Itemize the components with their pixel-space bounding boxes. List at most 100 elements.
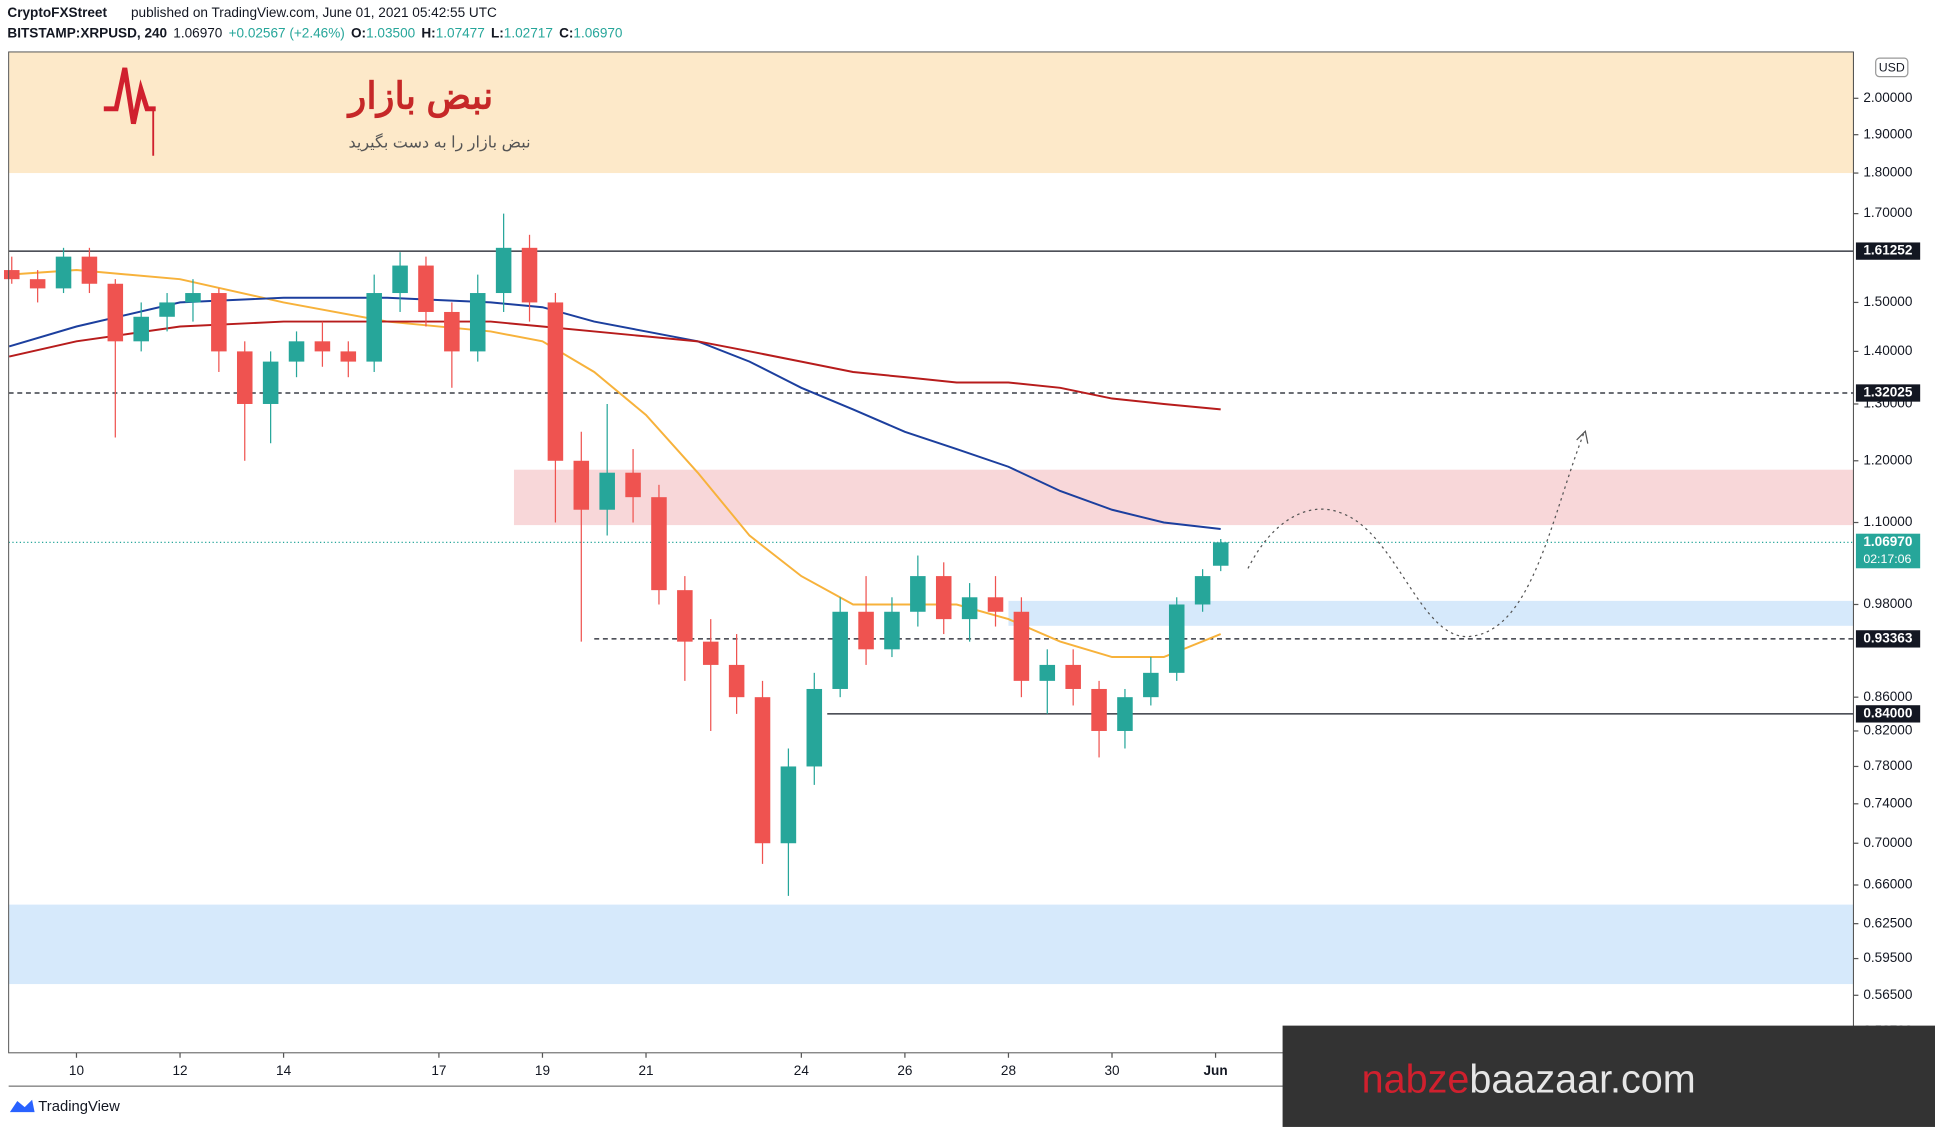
zone [1008,600,1854,626]
candle-body [133,316,149,342]
y-tick-label: 0.78000 [1863,758,1913,773]
candle-body [651,497,667,591]
level-label: 0.93363 [1863,630,1913,645]
candle-body [392,265,408,294]
current-price-label: 1.06970 [1863,534,1912,549]
level-label-bg [1855,705,1921,723]
symbol: BITSTAMP:XRPUSD, 240 [7,25,167,40]
y-tick-label: 0.56500 [1863,987,1913,1002]
x-tick-label: 10 [69,1063,85,1078]
candle-body [314,341,331,352]
moving-average [9,269,1222,659]
level-label-bg [1855,242,1921,260]
candle-body [81,256,98,284]
candle-body [573,460,590,510]
candle-body [366,293,382,362]
logo: نبض بازار نبض بازار را به دست بگیرید [103,67,531,156]
candle-body [832,611,848,689]
change: +0.02567 (+2.46%) [229,25,345,40]
x-tick-label: 17 [431,1063,446,1078]
y-tick-label: 0.70000 [1863,835,1913,850]
y-tick-label: 1.50000 [1863,294,1913,309]
x-tick-label: 30 [1104,1063,1120,1078]
ohlc-key: H: [421,25,435,40]
candle-body [159,302,175,317]
moving-average [8,320,1221,411]
y-tick-label: 1.10000 [1863,514,1913,529]
zone [513,469,1854,526]
candle-body [107,283,124,342]
y-tick-label: 0.82000 [1863,723,1913,738]
ohlc-value: 1.06970 [573,25,623,40]
x-tick-label: 12 [172,1063,187,1078]
candle-body [1143,672,1159,698]
x-tick-label: Jun [1203,1063,1227,1078]
candle-body [29,279,46,289]
currency-box [1875,57,1909,78]
y-tick-label: 0.74000 [1863,795,1913,810]
candle-body [599,472,615,510]
watermark-bg [1282,1025,1935,1127]
candle-body [185,293,201,303]
candle-body [444,311,460,352]
symbol-header: BITSTAMP:XRPUSD, 240 1.06970 +0.02567 (+2.… [7,25,623,40]
x-tick-label: 19 [535,1063,550,1078]
candle-body [288,341,305,362]
candle-body [547,302,564,461]
y-tick-label: 0.66000 [1863,877,1913,892]
current-price-bg [1855,533,1921,569]
candle-body [1117,697,1133,731]
candle-body [625,472,641,498]
zone [8,904,1854,985]
symbol-line: BITSTAMP:XRPUSD, 240 1.06970 +0.02567 (+2.… [7,25,623,40]
y-tick-label: 0.98000 [1863,596,1913,611]
candle-body [495,247,512,294]
axes: 2.00000 1.90000 1.80000 1.70000 1.50000 1.400… [69,90,1921,1078]
candle-body [1039,664,1056,681]
countdown: 02:17:06 [1863,552,1911,566]
candle-body [340,351,357,362]
ohlc-value: 1.02717 [504,25,553,40]
ohlc-value: 1.03500 [366,25,416,40]
candle-body [3,270,20,280]
moving-average [8,296,1221,531]
logo-name: نبض بازار [345,75,493,119]
x-tick-label: 28 [1001,1063,1016,1078]
y-tick-label: 1.70000 [1863,205,1913,220]
candle-body [1065,664,1081,689]
candle-body [211,293,227,352]
candle-body [987,597,1004,612]
candle-body [910,576,926,612]
candle-body [236,351,253,404]
x-tick-label: 14 [276,1063,292,1078]
x-tick-label: 26 [897,1063,912,1078]
candle-body [1168,604,1185,673]
candle-body [1212,542,1229,566]
candle-body [1091,688,1107,731]
ohlc-key: O: [351,25,366,40]
level-label: 0.84000 [1863,705,1912,720]
candle-body [1194,576,1211,605]
zones [8,51,1854,985]
y-tick-label: 1.90000 [1863,126,1913,141]
candle-body [935,576,952,620]
level-label: 1.61252 [1863,243,1913,258]
y-tick-label: 1.80000 [1863,165,1913,180]
candle-body [677,590,693,642]
projection-arrow [1576,430,1589,444]
candle-body [961,597,978,620]
candle-body [469,293,486,352]
candle-body [728,664,745,698]
last-price: 1.06970 [173,25,223,40]
marks [3,213,1854,896]
footer: TradingView [38,1099,120,1115]
candle-body [884,611,900,650]
ohlc-value: 1.07477 [436,25,485,40]
y-tick-label: 0.59500 [1863,950,1913,965]
level-label: 1.32025 [1863,385,1913,400]
watermark-part: baazaar.com [1469,1058,1695,1102]
y-tick-label: 1.40000 [1863,343,1913,358]
candle-body [754,697,771,844]
